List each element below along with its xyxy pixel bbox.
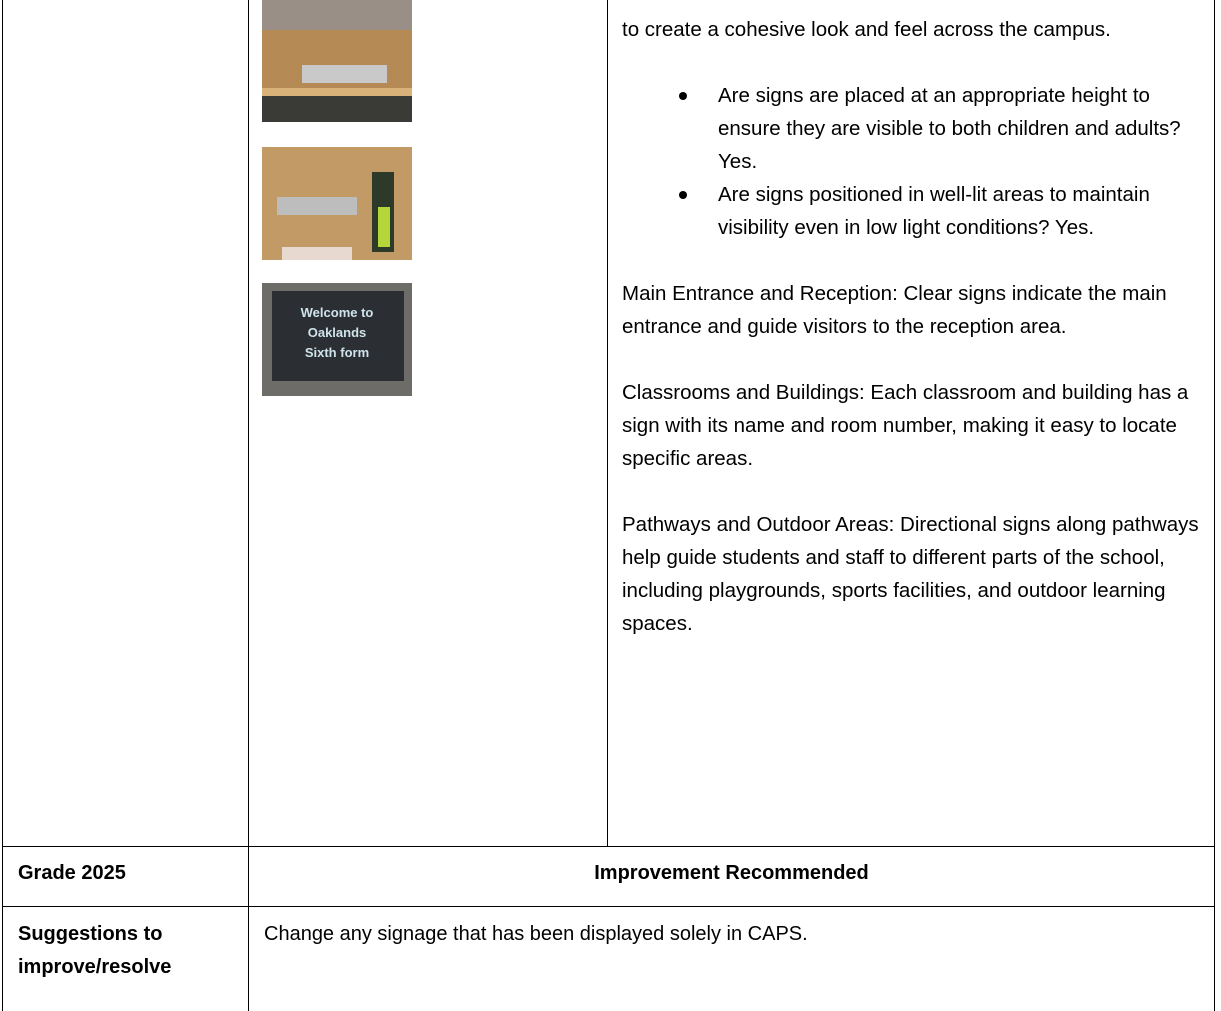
bullet-list: Are signs are placed at an appropriate h…: [622, 79, 1207, 244]
sign-line: Welcome to: [300, 305, 374, 320]
sign-line: Sixth form: [304, 345, 370, 360]
photo-welcome-sign: [262, 283, 412, 396]
table-border: [248, 0, 249, 1011]
table-border: [2, 906, 1215, 907]
table-border: [2, 846, 1215, 847]
paragraph: Main Entrance and Reception: Clear signs…: [622, 282, 1167, 338]
sign-line: Oaklands: [307, 325, 367, 340]
photo-door-sign: [262, 0, 412, 122]
photo-door-sign: [262, 147, 412, 260]
table-border: [607, 0, 608, 846]
suggestions-value: Change any signage that has been display…: [264, 923, 808, 945]
grade-label: Grade 2025: [18, 862, 126, 884]
table-border: [1214, 0, 1215, 1011]
sign-text: Welcome to Oaklands Sixth form: [262, 303, 412, 363]
grade-value: Improvement Recommended: [594, 862, 869, 884]
description-cell: to create a cohesive look and feel acros…: [622, 13, 1207, 673]
paragraph: to create a cohesive look and feel acros…: [622, 18, 1111, 41]
bullet: Are signs positioned in well-lit areas t…: [679, 178, 1207, 244]
paragraph: Classrooms and Buildings: Each classroom…: [622, 381, 1189, 470]
paragraph: Pathways and Outdoor Areas: Directional …: [622, 513, 1199, 635]
suggestions-label: Suggestions to improve/resolve: [18, 923, 172, 978]
table-border: [2, 0, 3, 1011]
bullet: Are signs are placed at an appropriate h…: [679, 79, 1207, 178]
